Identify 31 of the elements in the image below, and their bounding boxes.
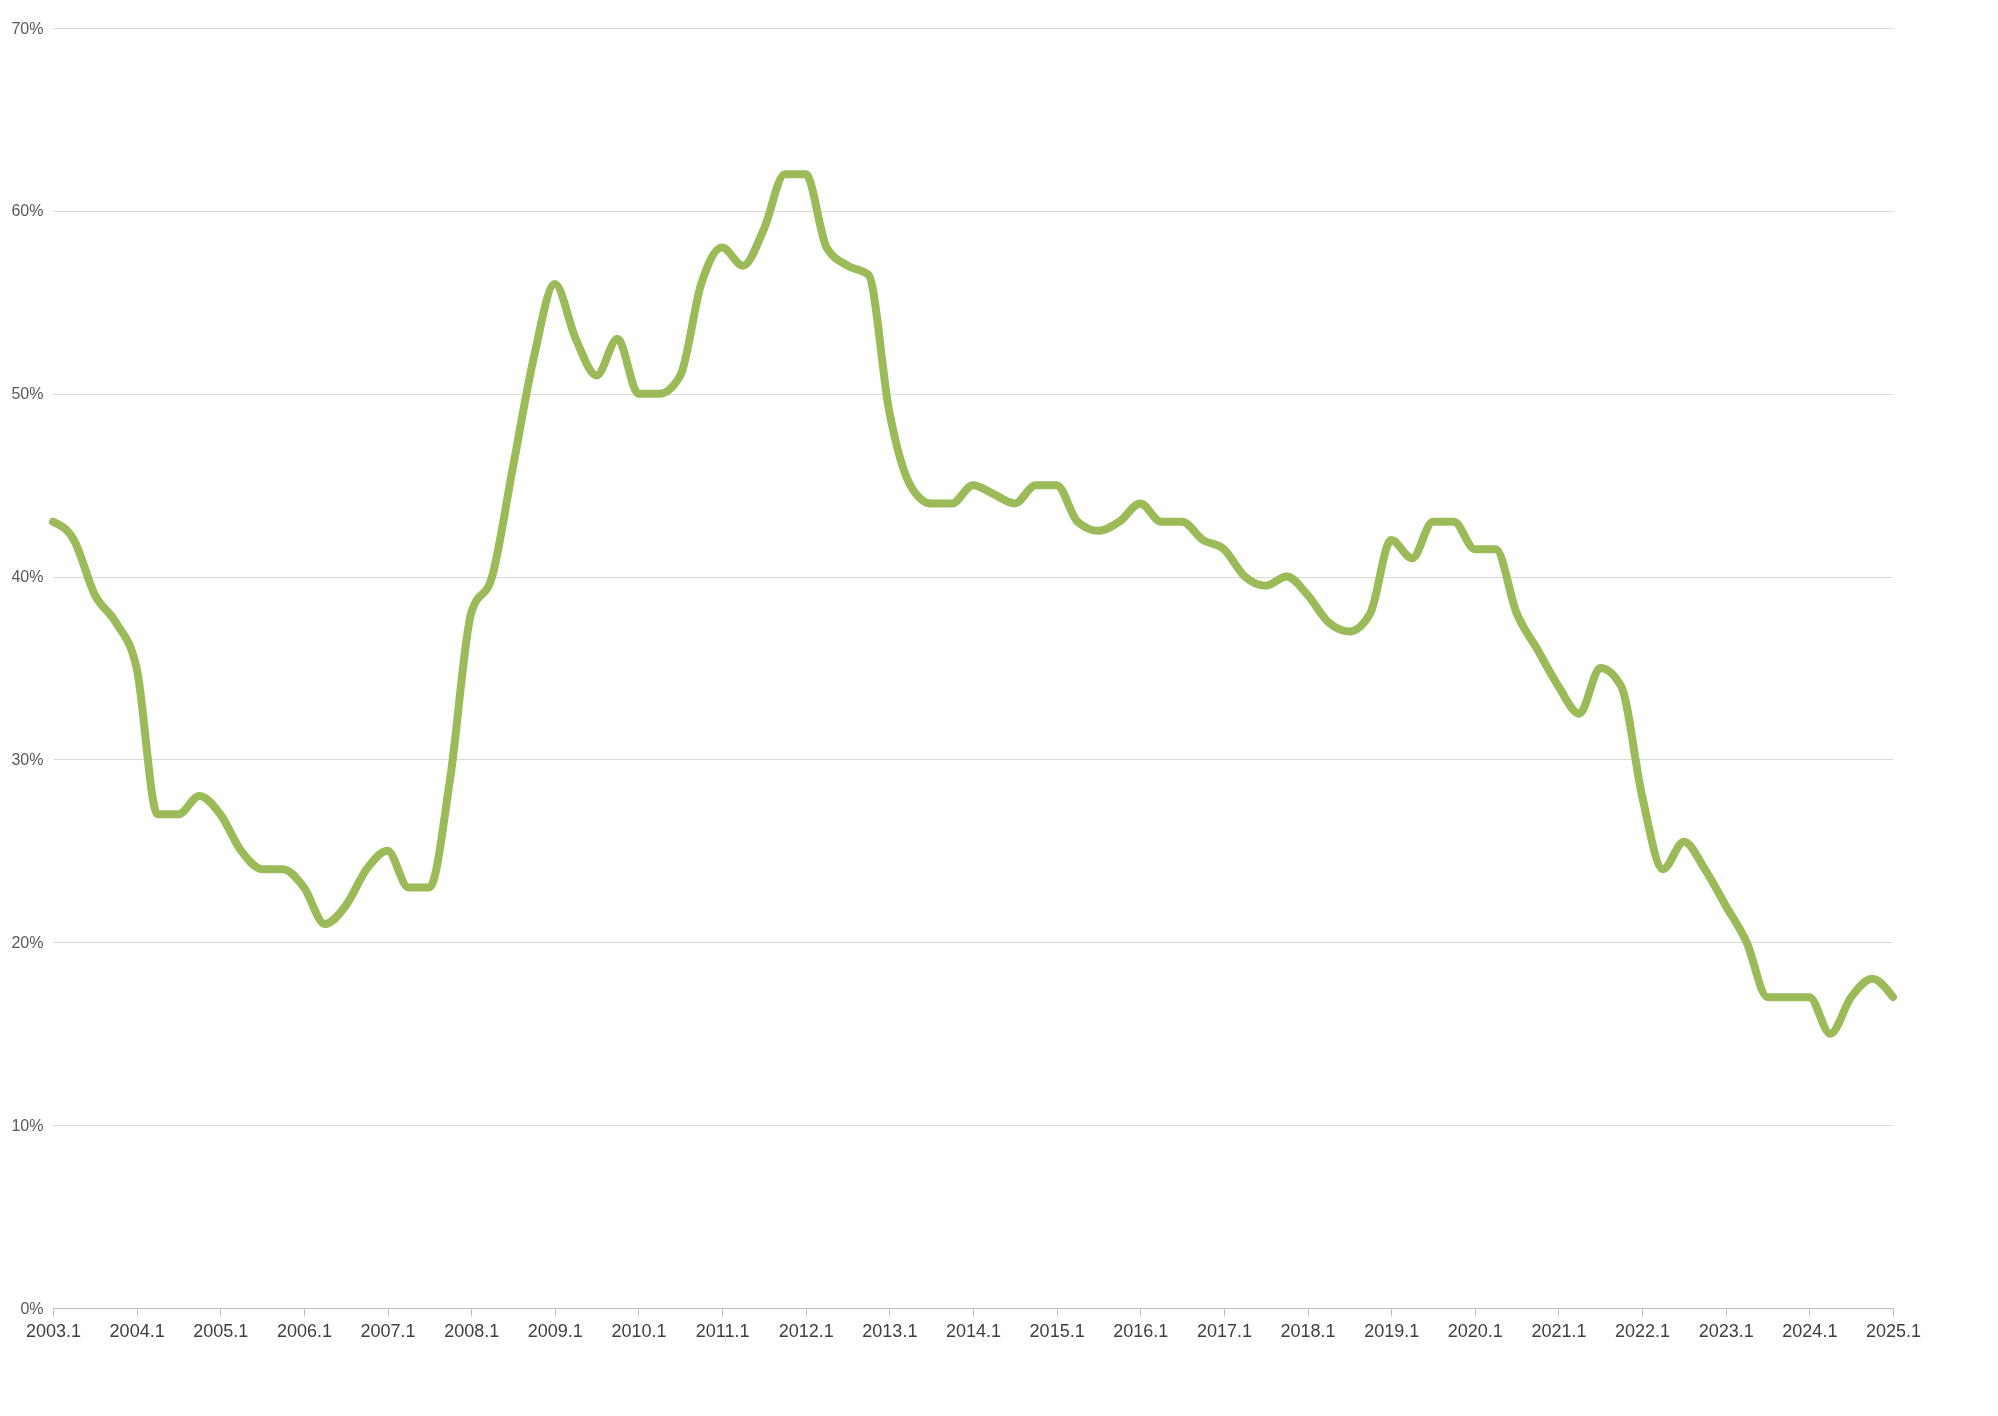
- x-tick-label: 2015.1: [1029, 1320, 1085, 1341]
- y-tick-label: 30%: [11, 750, 44, 768]
- x-tick-label: 2012.1: [778, 1320, 834, 1341]
- x-tick-label: 2008.1: [444, 1320, 500, 1341]
- x-tick-label: 2014.1: [945, 1320, 1002, 1341]
- x-tick-label: 2020.1: [1447, 1320, 1503, 1341]
- x-tick-label: 2006.1: [276, 1320, 332, 1341]
- x-tick-label: 2017.1: [1196, 1320, 1252, 1341]
- x-tick-label: 2013.1: [862, 1320, 918, 1341]
- x-tick-label: 2003.1: [25, 1320, 82, 1341]
- x-tick-label: 2007.1: [360, 1320, 416, 1341]
- y-tick-label: 10%: [11, 1116, 44, 1134]
- x-tick-label: 2016.1: [1113, 1320, 1169, 1341]
- x-tick-label: 2022.1: [1615, 1320, 1671, 1341]
- y-tick-label: 0%: [20, 1299, 44, 1317]
- x-tick-label: 2011.1: [695, 1320, 750, 1341]
- y-tick-label: 50%: [11, 385, 44, 403]
- x-tick-label: 2024.1: [1782, 1320, 1838, 1341]
- x-tick-label: 2010.1: [611, 1320, 667, 1341]
- y-tick-label: 20%: [11, 933, 44, 951]
- y-tick-label: 40%: [11, 568, 44, 586]
- x-tick-label: 2019.1: [1364, 1320, 1420, 1341]
- x-tick-label: 2004.1: [109, 1320, 165, 1341]
- y-tick-label: 70%: [11, 19, 44, 37]
- x-tick-label: 2009.1: [527, 1320, 583, 1341]
- x-tick-label: 2018.1: [1280, 1320, 1336, 1341]
- x-tick-label: 2023.1: [1698, 1320, 1754, 1341]
- y-tick-label: 60%: [11, 202, 44, 220]
- x-tick-label: 2025.1: [1865, 1320, 1922, 1341]
- x-tick-label: 2005.1: [193, 1320, 249, 1341]
- x-tick-label: 2021.1: [1531, 1320, 1587, 1341]
